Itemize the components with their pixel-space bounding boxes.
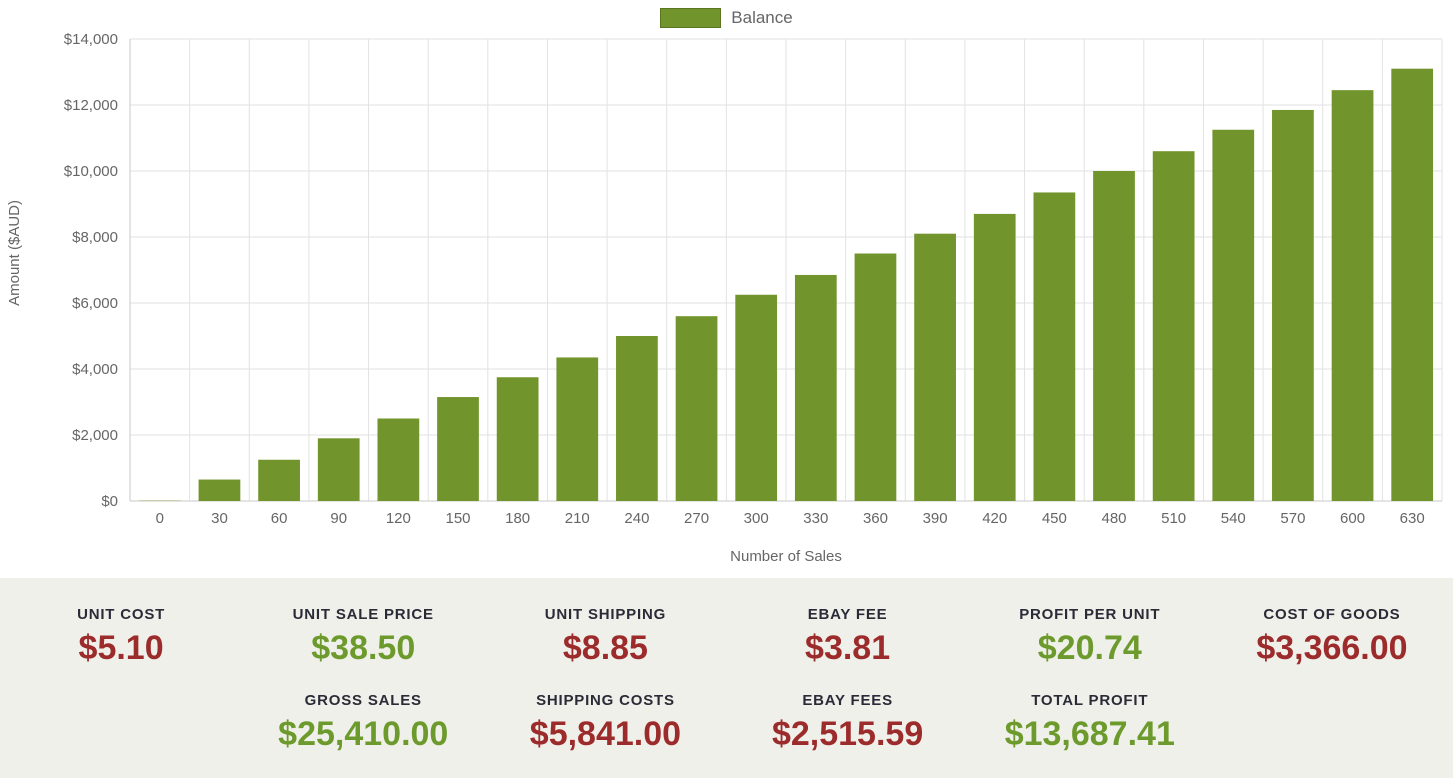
svg-text:90: 90 bbox=[330, 510, 347, 527]
svg-text:$14,000: $14,000 bbox=[64, 31, 118, 48]
svg-text:$12,000: $12,000 bbox=[64, 97, 118, 114]
svg-text:0: 0 bbox=[156, 510, 164, 527]
svg-text:630: 630 bbox=[1400, 510, 1425, 527]
svg-text:510: 510 bbox=[1161, 510, 1186, 527]
svg-text:210: 210 bbox=[565, 510, 590, 527]
svg-text:30: 30 bbox=[211, 510, 228, 527]
svg-text:$6,000: $6,000 bbox=[72, 295, 118, 312]
svg-text:330: 330 bbox=[803, 510, 828, 527]
svg-text:420: 420 bbox=[982, 510, 1007, 527]
svg-text:540: 540 bbox=[1221, 510, 1246, 527]
svg-text:150: 150 bbox=[445, 510, 470, 527]
svg-text:$4,000: $4,000 bbox=[72, 361, 118, 378]
svg-text:450: 450 bbox=[1042, 510, 1067, 527]
svg-text:300: 300 bbox=[744, 510, 769, 527]
svg-text:$10,000: $10,000 bbox=[64, 163, 118, 180]
svg-text:$8,000: $8,000 bbox=[72, 229, 118, 246]
svg-text:$0: $0 bbox=[101, 493, 118, 510]
svg-text:480: 480 bbox=[1101, 510, 1126, 527]
svg-text:360: 360 bbox=[863, 510, 888, 527]
svg-text:180: 180 bbox=[505, 510, 530, 527]
svg-text:390: 390 bbox=[923, 510, 948, 527]
svg-text:600: 600 bbox=[1340, 510, 1365, 527]
svg-text:60: 60 bbox=[271, 510, 288, 527]
svg-text:240: 240 bbox=[624, 510, 649, 527]
svg-text:$2,000: $2,000 bbox=[72, 427, 118, 444]
svg-text:570: 570 bbox=[1280, 510, 1305, 527]
svg-text:270: 270 bbox=[684, 510, 709, 527]
svg-text:120: 120 bbox=[386, 510, 411, 527]
